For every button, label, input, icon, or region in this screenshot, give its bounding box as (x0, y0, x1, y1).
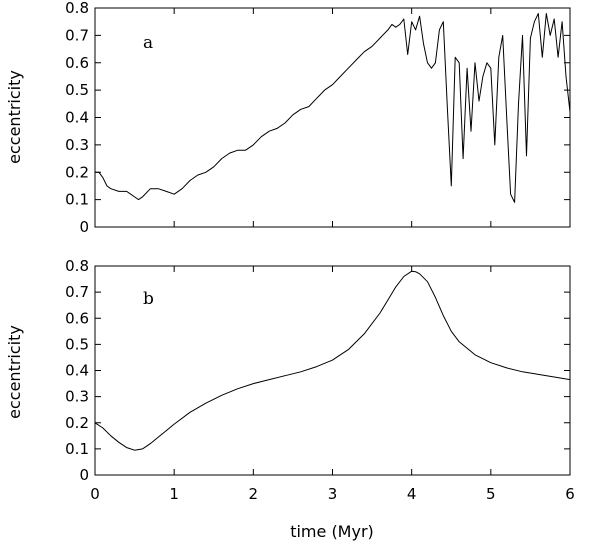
panel-a-ytick-label: 0.1 (65, 191, 89, 209)
panel-b-y-axis-label: eccentricity (5, 325, 24, 419)
panel-b-ytick-label: 0.5 (65, 335, 89, 353)
panel-b-xtick-label: 5 (486, 485, 496, 503)
panel-a-ytick-label: 0 (79, 218, 89, 236)
panel-b-ytick-label: 0 (79, 466, 89, 484)
panel-b-ticks: 0 0.1 0.2 0.3 0.4 0.5 0.6 0.7 0.8 0 1 2 3 4 5 6 (65, 257, 575, 503)
panel-a-ticks: 0 0.1 0.2 0.3 0.4 0.5 0.6 0.7 0.8 (65, 0, 571, 236)
panel-b-ytick-label: 0.6 (65, 309, 89, 327)
panel-a-label: a (143, 33, 153, 53)
panel-a-frame (94, 7, 571, 228)
panel-a: a eccentricity 0 0.1 0.2 0.3 0.4 0.5 0.6 0.7 0.8 (5, 0, 571, 236)
panel-b-xtick-label: 1 (169, 485, 179, 503)
panel-a-series-line (95, 13, 571, 203)
panel-b-xtick-label: 3 (328, 485, 338, 503)
panel-b-ytick-label: 0.3 (65, 388, 89, 406)
panel-b-label: b (143, 289, 154, 309)
panel-a-ytick-label: 0.6 (65, 54, 89, 72)
panel-b-xtick-label: 6 (565, 485, 575, 503)
panel-b-frame (94, 265, 571, 476)
panel-b-xtick-label: 2 (249, 485, 259, 503)
panel-b: b eccentricity 0 0.1 0.2 0.3 0.4 0.5 0.6 0.7 0.8… (5, 257, 575, 503)
panel-a-ytick-label: 0.5 (65, 81, 89, 99)
panel-b-ytick-label: 0.4 (65, 362, 89, 380)
panel-b-xtick-label: 0 (90, 485, 100, 503)
panel-a-ytick-label: 0.2 (65, 163, 89, 181)
panel-a-ytick-label: 0.8 (65, 0, 89, 17)
x-axis-label: time (Myr) (290, 522, 374, 541)
panel-b-ytick-label: 0.2 (65, 414, 89, 432)
panel-a-ytick-label: 0.7 (65, 26, 89, 44)
panel-b-ytick-label: 0.1 (65, 440, 89, 458)
panel-b-ytick-label: 0.7 (65, 283, 89, 301)
panel-b-series-line (94, 270, 571, 451)
panel-a-y-axis-label: eccentricity (5, 70, 24, 164)
panel-a-ytick-label: 0.4 (65, 109, 89, 127)
panel-a-ytick-label: 0.3 (65, 136, 89, 154)
panel-b-xtick-label: 4 (407, 485, 417, 503)
panel-b-ytick-label: 0.8 (65, 257, 89, 275)
